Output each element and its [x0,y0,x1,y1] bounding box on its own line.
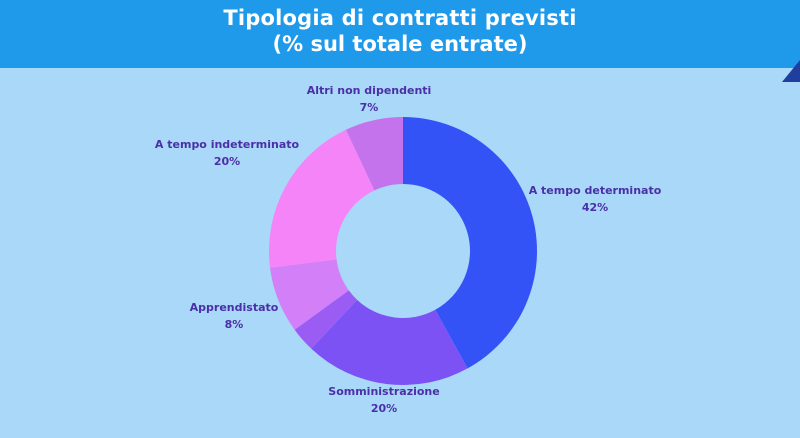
donut-slice-3 [270,259,349,330]
label-value: 8% [224,318,244,331]
label-tempo-indeterminato: A tempo indeterminato 20% [155,136,299,170]
donut-slice-2 [294,290,358,349]
label-name: Somministrazione [328,385,440,398]
label-altri-non-dipendenti: Altri non dipendenti 7% [307,82,432,116]
label-somministrazione: Somministrazione 20% [328,383,439,417]
chart-title: Tipologia di contratti previsti [223,6,577,30]
donut-slice-0 [403,117,537,369]
donut-slice-5 [345,117,403,191]
chart-subtitle: (% sul totale entrate) [272,32,528,56]
label-value: 42% [581,201,609,214]
label-name: A tempo indeterminato [154,138,300,151]
label-value: 20% [213,155,241,168]
corner-decoration [782,60,800,82]
label-name: Altri non dipendenti [306,84,432,97]
label-name: A tempo determinato [528,184,662,197]
label-tempo-determinato: A tempo determinato 42% [529,182,662,216]
donut-slice-4 [269,129,375,268]
donut-slice-1 [311,299,468,385]
label-value: 20% [370,402,398,415]
label-value: 7% [359,101,379,114]
label-name: Apprendistato [189,301,279,314]
header-banner: Tipologia di contratti previsti (% sul t… [0,0,800,68]
label-apprendistato: Apprendistato 8% [190,299,279,333]
